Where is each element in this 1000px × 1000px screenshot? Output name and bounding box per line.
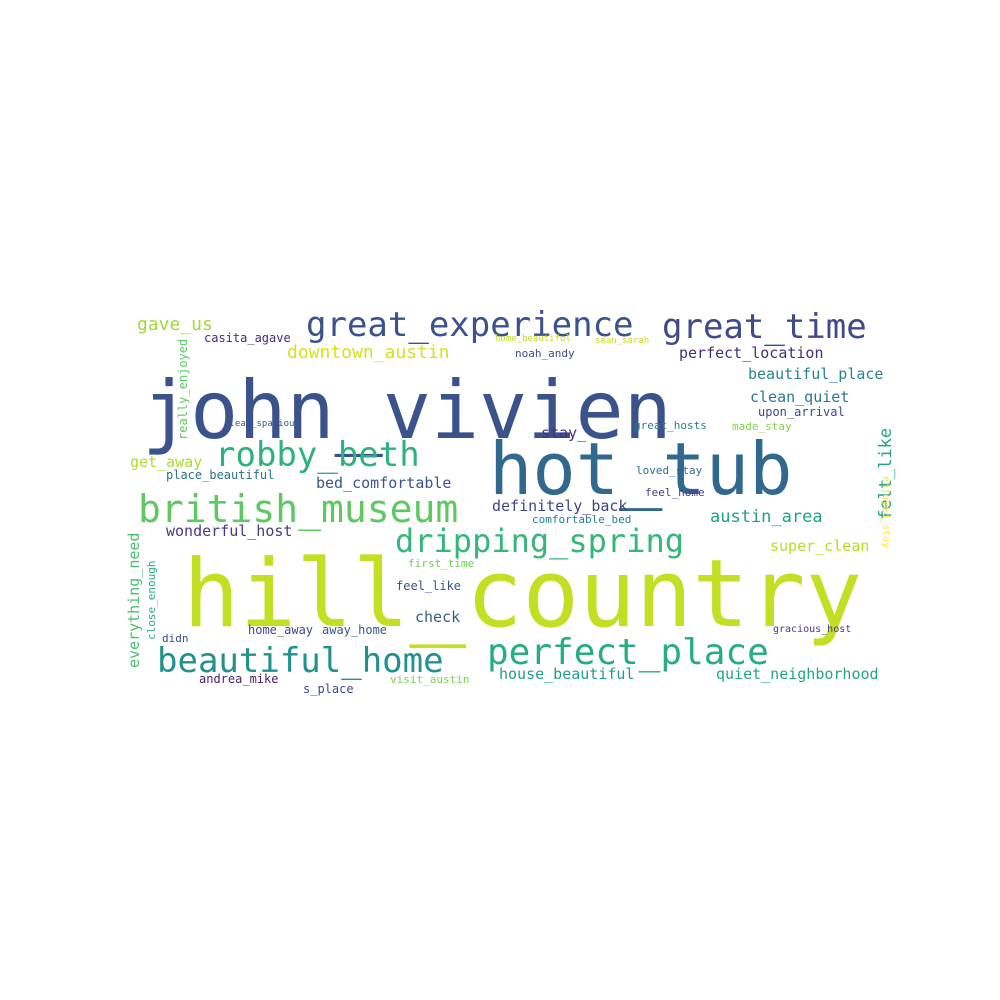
word-casita-agave: casita_agave <box>204 331 291 345</box>
word-visit-austin: visit_austin <box>390 673 469 686</box>
word-clean-quiet: clean_quiet <box>750 388 849 406</box>
word-really-enjoyed: really_enjoyed <box>176 339 190 440</box>
word-loved-stay: loved_stay <box>636 464 703 477</box>
word-hill-country: hill_country <box>183 540 862 649</box>
word-quiet-neighborhood: quiet_neighborhood <box>716 665 879 683</box>
word-feel-like: feel_like <box>396 579 461 593</box>
word-robby-beth: robby_beth <box>215 435 420 475</box>
word-beautiful-place: beautiful_place <box>748 365 883 383</box>
word-stay: stay_ <box>541 424 587 442</box>
word-made-stay: made_stay <box>732 420 792 433</box>
word-home-away: home_away <box>248 623 313 637</box>
word-feel-home: feel_home <box>645 486 705 499</box>
word-comfortable-bed: comfortable_bed <box>532 513 631 526</box>
word-great-hosts: great_hosts <box>634 419 707 432</box>
word-beautiful-home: beautiful_home <box>157 641 444 681</box>
word-check: check <box>415 608 460 626</box>
word-great-time: great_time <box>662 307 867 347</box>
word-felt-like: felt_like <box>876 428 896 520</box>
word-austin-area: austin_area <box>710 507 823 527</box>
word-great-experience: great_experience <box>306 305 634 345</box>
word-british-museum: british_museum <box>138 487 458 532</box>
word-hot-tub: hot_tub <box>489 427 792 511</box>
word-perfect-location: perfect_location <box>679 344 824 362</box>
word-home-beautiful: home_beautiful <box>495 334 571 344</box>
word-sean-sarah: sean_sarah <box>595 336 649 346</box>
word-away-home: away_home <box>322 623 387 637</box>
word-everything-need: everything_need <box>125 533 143 668</box>
word-enjoyed-stay: enjoyed_stay <box>880 476 891 548</box>
word-downtown-austin: downtown_austin <box>287 342 450 363</box>
word-first-time: first_time <box>408 557 474 570</box>
word-bed-comfortable: bed_comfortable <box>316 474 451 492</box>
word-noah-andy: noah_andy <box>515 347 575 360</box>
word-gracious-host: gracious_host <box>773 624 851 635</box>
word-definitely-back: definitely_back <box>492 497 627 515</box>
word-s-place: s_place <box>303 682 354 696</box>
word-close-enough: close_enough <box>145 561 158 640</box>
word-andrea-mike: andrea_mike <box>199 672 278 686</box>
word-place-beautiful: place_beautiful <box>166 468 274 482</box>
word-didn: didn <box>162 632 189 645</box>
word-john-vivien: john_vivien <box>142 364 672 457</box>
word-dripping-spring: dripping_spring <box>395 522 684 560</box>
word-perfect-place: perfect_place <box>487 632 769 673</box>
word-super-clean: super_clean <box>770 537 869 555</box>
word-gave-us: gave_us <box>137 314 213 335</box>
word-clean-spacious: clean_spacious <box>224 419 300 429</box>
word-wonderful-host: wonderful_host <box>166 522 292 540</box>
word-upon-arrival: upon_arrival <box>758 405 845 419</box>
word-get-away: get_away <box>130 453 202 471</box>
word-house-beautiful: house_beautiful <box>499 665 634 683</box>
